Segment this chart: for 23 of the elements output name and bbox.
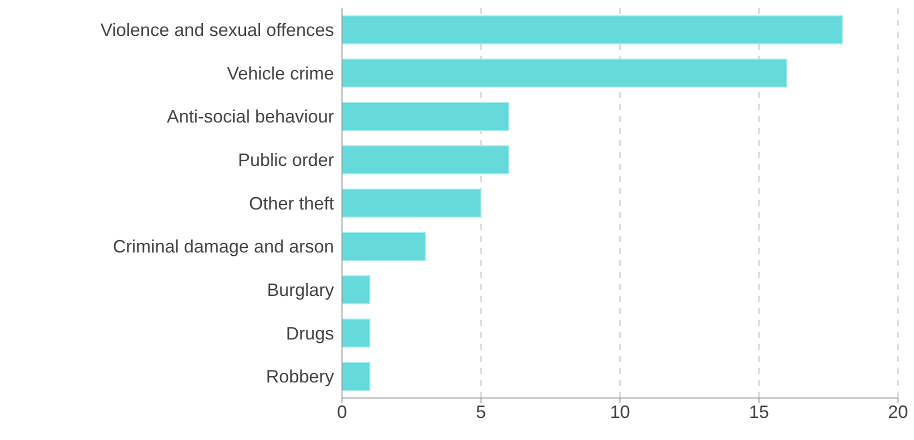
bar bbox=[342, 275, 370, 304]
bar bbox=[342, 188, 482, 218]
y-tick-label: Other theft bbox=[248, 193, 334, 214]
bar bbox=[342, 15, 843, 44]
bar bbox=[342, 318, 370, 348]
y-tick-label: Violence and sexual offences bbox=[100, 20, 334, 40]
x-tick-label: 5 bbox=[476, 402, 486, 422]
y-tick-label: Burglary bbox=[266, 280, 334, 300]
bar bbox=[342, 58, 788, 88]
bar bbox=[342, 102, 510, 131]
y-tick-label: Public order bbox=[238, 150, 334, 170]
y-tick-label: Anti-social behaviour bbox=[166, 106, 334, 127]
bar bbox=[342, 232, 426, 261]
x-tick-label: 0 bbox=[336, 402, 348, 422]
x-tick-label: 15 bbox=[748, 402, 770, 422]
y-tick-label: Vehicle crime bbox=[226, 63, 334, 84]
y-tick-label: Robbery bbox=[266, 366, 334, 387]
x-tick-label: 10 bbox=[610, 402, 630, 422]
x-tick-label: 20 bbox=[888, 402, 908, 422]
y-tick-label: Drugs bbox=[286, 323, 334, 344]
bar bbox=[342, 362, 370, 391]
y-tick-label: Criminal damage and arson bbox=[112, 236, 334, 257]
bar bbox=[342, 145, 510, 174]
